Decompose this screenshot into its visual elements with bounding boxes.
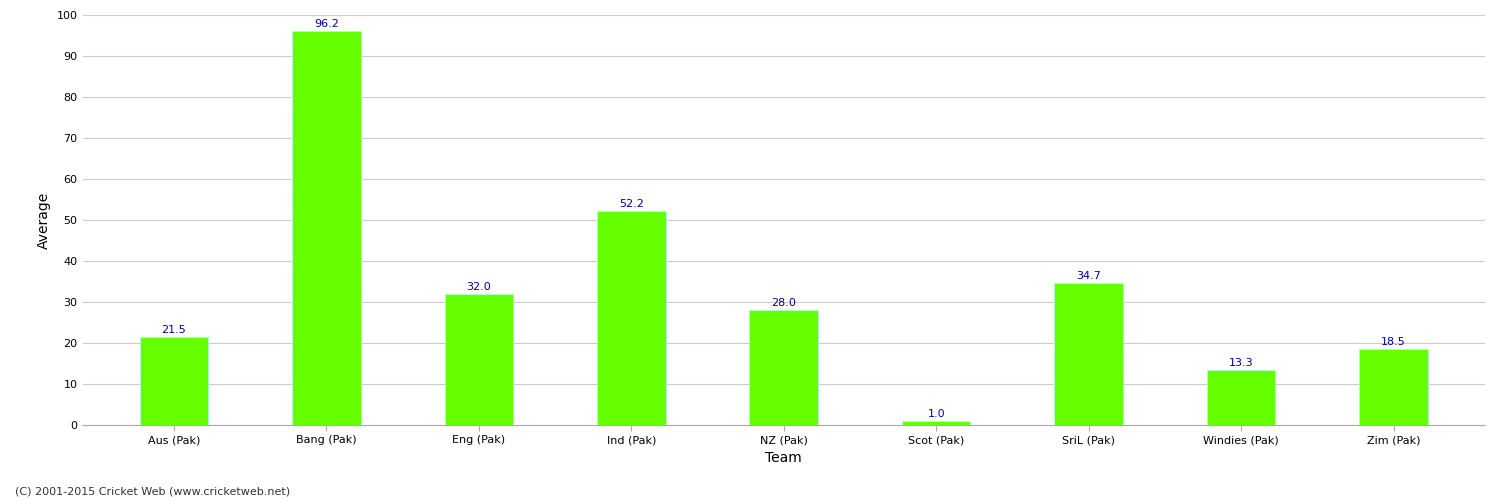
Bar — [902, 421, 970, 425]
Text: (C) 2001-2015 Cricket Web (www.cricketweb.net): (C) 2001-2015 Cricket Web (www.cricketwe… — [15, 487, 290, 497]
Text: 21.5: 21.5 — [162, 325, 186, 335]
Text: 96.2: 96.2 — [314, 18, 339, 28]
Bar — [292, 30, 360, 425]
Bar — [140, 337, 208, 425]
Y-axis label: Average: Average — [38, 192, 51, 248]
Text: 18.5: 18.5 — [1382, 337, 1406, 347]
Bar — [750, 310, 818, 425]
Text: 32.0: 32.0 — [466, 282, 490, 292]
Text: 1.0: 1.0 — [927, 409, 945, 419]
Text: 34.7: 34.7 — [1076, 270, 1101, 280]
X-axis label: Team: Team — [765, 451, 802, 465]
Text: 28.0: 28.0 — [771, 298, 796, 308]
Bar — [444, 294, 513, 425]
Text: 13.3: 13.3 — [1228, 358, 1254, 368]
Bar — [597, 211, 666, 425]
Bar — [1208, 370, 1275, 425]
Bar — [1359, 349, 1428, 425]
Text: 52.2: 52.2 — [620, 199, 644, 209]
Bar — [1054, 282, 1124, 425]
